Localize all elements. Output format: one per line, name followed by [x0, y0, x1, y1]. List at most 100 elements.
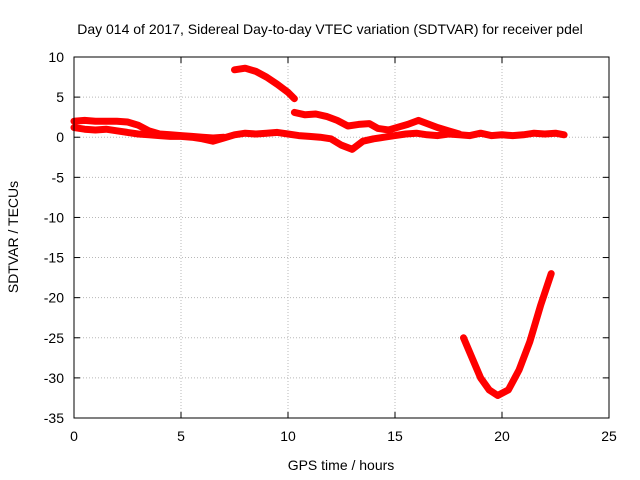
data-point [434, 132, 441, 139]
x-tick-label: 15 [387, 428, 403, 444]
data-point [424, 131, 431, 138]
data-point [302, 111, 309, 118]
data-point [231, 131, 238, 138]
data-point [167, 131, 174, 138]
data-point [199, 134, 206, 141]
data-point [323, 113, 330, 120]
series-track-2 [70, 116, 228, 142]
data-point [274, 129, 281, 136]
data-point [263, 74, 270, 81]
data-point [541, 131, 548, 138]
data-point [561, 131, 568, 138]
data-point [306, 133, 313, 140]
y-tick-label: -25 [44, 330, 64, 346]
data-point [327, 135, 334, 142]
data-point [349, 146, 356, 153]
data-point [92, 127, 99, 134]
ticks [73, 56, 610, 419]
chart-title: Day 014 of 2017, Sidereal Day-to-day VTE… [77, 21, 583, 37]
data-point [392, 132, 398, 139]
data-point [548, 270, 555, 277]
data-point [274, 81, 281, 88]
data-point [415, 117, 422, 124]
data-point [413, 130, 420, 137]
data-point [456, 131, 463, 138]
data-point [103, 126, 110, 133]
data-point [124, 118, 131, 125]
series-track [290, 108, 463, 138]
x-tick-label: 10 [280, 428, 296, 444]
x-tick-label: 0 [70, 428, 78, 444]
y-axis-label: SDTVAR / TECUs [5, 181, 21, 293]
data-point [92, 118, 99, 125]
y-tick-label: -20 [44, 290, 64, 306]
data-point [334, 117, 341, 124]
data-point [460, 334, 467, 341]
data-point [355, 121, 362, 128]
data-point [263, 130, 270, 137]
series-layer [70, 64, 568, 399]
y-tick-label: -10 [44, 209, 64, 225]
data-point [317, 134, 324, 141]
data-point [295, 132, 302, 139]
data-point [537, 302, 544, 309]
data-point [188, 133, 195, 140]
y-tick-label: -35 [44, 410, 64, 426]
series-track-4 [290, 108, 463, 138]
x-tick-label: 20 [494, 428, 510, 444]
y-tick-label: 10 [48, 49, 64, 65]
data-point [396, 123, 403, 130]
data-point [445, 127, 452, 134]
data-point [113, 127, 120, 134]
data-point [499, 131, 505, 138]
data-point [520, 131, 527, 138]
x-axis-label: GPS time / hours [288, 457, 395, 473]
data-point [210, 135, 217, 142]
data-point [312, 110, 319, 117]
data-point [374, 125, 381, 132]
data-point [291, 95, 298, 102]
data-point [402, 131, 409, 138]
tick-labels: 0 5 10 15 20 25 10 5 0 -5 -10 -15 -20 -25 -30 -35 [44, 49, 617, 444]
data-point [359, 138, 366, 145]
y-tick-label: -30 [44, 370, 64, 386]
data-point [381, 134, 388, 141]
y-tick-label: 5 [56, 89, 64, 105]
data-point [477, 374, 484, 381]
data-point [385, 127, 392, 134]
y-tick-label: 0 [56, 129, 64, 145]
data-point [469, 354, 476, 361]
grid [74, 57, 609, 418]
data-point [488, 132, 495, 139]
data-point [486, 386, 493, 393]
series-track [460, 270, 555, 399]
data-point [242, 130, 249, 137]
series-track [231, 64, 298, 103]
data-point [404, 121, 411, 128]
data-point [434, 124, 441, 131]
data-point [466, 132, 473, 139]
data-point [344, 122, 351, 129]
series-track-5 [460, 270, 555, 399]
data-point [103, 118, 110, 125]
data-point [135, 122, 142, 129]
y-tick-label: -5 [52, 169, 65, 185]
data-point [338, 142, 345, 149]
data-point [178, 132, 184, 139]
data-point [285, 131, 291, 138]
data-point [370, 135, 377, 142]
data-point [526, 338, 533, 345]
data-point [124, 129, 131, 136]
data-point [552, 130, 559, 137]
data-point [252, 131, 259, 138]
data-point [505, 386, 512, 393]
data-point [366, 120, 373, 127]
data-point [494, 392, 501, 399]
data-point [156, 131, 163, 138]
plot-frame [73, 56, 610, 419]
data-point [509, 132, 516, 139]
x-tick-label: 25 [601, 428, 617, 444]
y-tick-label: -15 [44, 250, 64, 266]
data-point [252, 68, 259, 75]
